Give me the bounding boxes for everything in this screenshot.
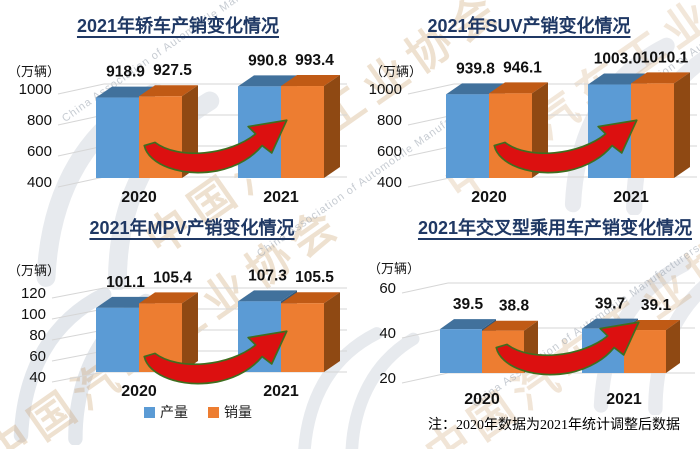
legend-label-sales: 销量 [224,404,252,420]
legend-item-sales: 销量 [208,402,252,422]
gridline-depth-edge [51,287,105,299]
sales-bar [281,86,324,178]
value-label-production-2020: 39.5 [453,296,484,313]
sales-bar-top [139,292,198,304]
value-label-sales-2020: 927.5 [153,62,192,79]
sales-bar [631,83,674,178]
production-swatch-icon [144,406,155,418]
y-tick-label: 600 [27,143,52,160]
value-label-sales-2020: 38.8 [499,298,530,315]
chart-panel-suv: 2021年SUV产销变化情况 1000 800 600 400 （万辆） 939.8 946… [350,0,700,205]
chart-legend: 产量 销量 [118,402,278,422]
value-label-sales-2021: 1010.1 [641,49,689,66]
chart-panel-crossover: 2021年交叉型乘用车产销变化情况 60 40 20 （万辆） 39.5 38.8 2020… [350,205,700,449]
gridline-depth-edge [51,371,105,383]
y-tick-label: 40 [29,369,46,386]
category-label-2021: 2021 [263,383,299,400]
value-label-sales-2021: 105.5 [295,269,334,286]
value-label-production-2020: 939.8 [456,60,495,77]
sales-bar-top [281,75,340,87]
gridline-depth-edge [401,282,449,294]
category-label-2020: 2020 [121,189,157,205]
growth-arrow-icon [143,330,288,385]
value-label-production-2021: 107.3 [248,267,287,284]
value-label-production-2021: 990.8 [248,52,287,69]
gridline-depth-edge [407,176,455,188]
footnote: 注：2020年数据为2021年统计调整后数据 [428,418,680,433]
axis-unit-label: （万辆） [8,64,60,79]
production-bar-top [440,319,496,330]
production-bar [446,94,489,178]
gridline-depth-edge [57,176,105,188]
y-tick-label: 400 [27,174,52,191]
y-tick-label: 1000 [369,81,402,98]
category-label-2020: 2020 [121,383,157,400]
sales-swatch-icon [208,406,219,418]
chart-panel-sedan: 2021年轿车产销变化情况 1000 800 600 400 （万辆） 918.9 927.… [0,0,350,205]
legend-label-production: 产量 [160,404,188,420]
sales-bar-top [281,292,340,304]
axis-unit-label: （万辆） [8,263,60,278]
sales-bar-side [324,75,340,178]
gridline-depth-edge [57,83,105,95]
category-label-2021: 2021 [263,189,299,205]
axis-unit-label: （万辆） [368,261,420,276]
y-tick-label: 20 [379,370,396,387]
value-label-sales-2021: 993.4 [295,52,334,69]
value-label-production-2020: 101.1 [106,274,145,291]
category-label-2020: 2020 [471,189,507,205]
chart-plot-crossover: 60 40 20 （万辆） 39.5 38.8 2020 39.7 39.1 2021 [368,261,695,408]
chart-title-crossover: 2021年交叉型乘用车产销变化情况 [417,218,693,238]
category-label-2020: 2020 [464,391,500,408]
production-bar [96,307,139,372]
sales-bar-side [182,292,198,372]
production-bar [440,329,482,373]
sales-bar-top [482,320,538,331]
y-tick-label: 80 [29,327,46,344]
y-tick-label: 60 [379,280,396,297]
axis-unit-label: （万辆） [370,64,422,79]
sales-bar-top [489,82,548,94]
sales-bar-side [324,292,340,372]
value-label-sales-2021: 39.1 [641,297,672,314]
y-tick-label: 800 [377,112,402,129]
sales-bar [281,303,324,372]
production-bar-top [446,83,505,95]
value-label-production-2021: 1003.0 [594,51,641,68]
production-bar-top [238,290,297,302]
y-tick-label: 120 [21,285,46,302]
sales-bar-side [674,72,690,178]
y-tick-label: 1000 [19,81,52,98]
chart-title-suv: 2021年SUV产销变化情况 [427,16,631,36]
y-tick-label: 40 [379,325,396,342]
value-label-sales-2020: 946.1 [503,59,542,76]
production-bar-top [238,75,297,87]
value-label-production-2021: 39.7 [595,296,625,313]
production-bar [96,97,139,178]
y-tick-label: 400 [377,174,402,191]
legend-item-production: 产量 [144,402,188,422]
y-tick-label: 60 [29,348,46,365]
category-label-2021: 2021 [613,189,649,205]
y-tick-label: 600 [377,143,402,160]
gridline-depth-edge [401,372,449,384]
y-tick-label: 800 [27,112,52,129]
chart-title-mpv: 2021年MPV产销变化情况 [89,218,295,238]
gridline-depth-edge [407,83,455,95]
chart-title-sedan: 2021年轿车产销变化情况 [76,16,280,36]
value-label-production-2020: 918.9 [106,64,145,81]
y-tick-label: 100 [21,306,46,323]
category-label-2021: 2021 [606,391,642,408]
value-label-sales-2020: 105.4 [153,269,192,286]
